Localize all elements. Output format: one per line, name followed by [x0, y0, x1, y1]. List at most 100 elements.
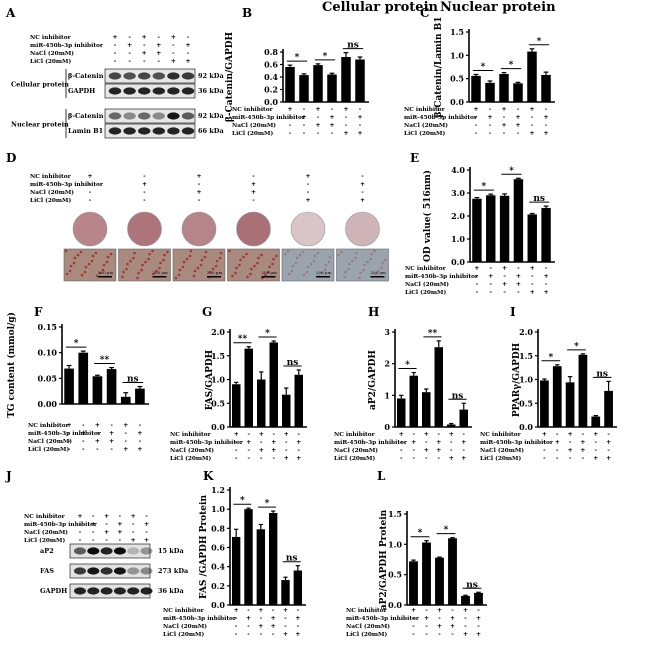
blot-band [113, 547, 126, 555]
treatment-label: NC inhibitor [480, 432, 522, 438]
lipid-droplet [76, 253, 80, 257]
scale-bar [370, 276, 385, 278]
treatment-label: NC inhibitor [404, 107, 446, 113]
treatment-sign: - [248, 455, 251, 462]
treatment-sign: - [303, 122, 306, 129]
treatment-sign: - [359, 122, 362, 129]
blot-protein-label: aP2 [40, 547, 54, 555]
treatment-label: miR-450b-3p inhibitor [30, 182, 104, 188]
treatment-sign: - [143, 189, 146, 196]
treatment-sign: + [144, 521, 149, 528]
treatment-sign: - [132, 521, 135, 528]
significance-label: * [537, 37, 542, 47]
blot-band [181, 72, 195, 80]
treatment-sign: + [516, 273, 521, 280]
lipid-droplet [84, 265, 88, 269]
blot-protein-label: GAPDH [68, 87, 95, 95]
significance-label: * [444, 526, 449, 536]
treatment-sign: - [285, 439, 288, 446]
treatment-sign: - [307, 181, 310, 188]
treatment-sign: + [544, 273, 549, 280]
lipid-droplet [287, 272, 291, 276]
lipid-droplet [283, 252, 287, 256]
micrograph [281, 248, 335, 282]
treatment-sign: + [234, 607, 239, 614]
blot-protein-label: GAPDH [40, 587, 67, 595]
treatment-sign: - [145, 513, 148, 520]
treatment-sign: - [438, 431, 441, 438]
treatment-sign: - [273, 431, 276, 438]
significance-label: * [405, 361, 410, 371]
blot-band [138, 112, 151, 120]
y-tick-label: 0.15 [38, 322, 57, 332]
lipid-droplet [140, 268, 143, 272]
blot-band [127, 587, 140, 595]
treatment-sign: + [593, 431, 598, 438]
lipid-droplet [377, 269, 380, 273]
panel-letter-b: B [242, 6, 252, 20]
lipid-droplet [196, 266, 200, 270]
lipid-droplet [94, 251, 98, 255]
y-tick-label: 0.6 [211, 543, 225, 553]
bar [120, 396, 131, 404]
treatment-sign: + [449, 455, 454, 462]
blot-kda-label: 92 kDa [198, 112, 224, 120]
bar [341, 57, 351, 102]
bar [471, 75, 481, 102]
lipid-droplet [208, 270, 212, 274]
treatment-label: NC inhibitor [28, 423, 70, 429]
treatment-sign: - [438, 455, 441, 462]
treatment-sign: - [463, 431, 466, 438]
lipid-droplet [257, 256, 260, 260]
lipid-droplet [298, 253, 302, 257]
treatment-sign: - [607, 431, 610, 438]
treatment-sign: - [413, 455, 416, 462]
treatment-sign: + [450, 615, 455, 622]
lipid-droplet [267, 270, 270, 274]
bar [244, 348, 253, 427]
bar [285, 67, 295, 102]
treatment-sign: + [502, 265, 507, 272]
y-tick-label: 0.2 [211, 581, 225, 591]
treatment-sign: - [545, 122, 548, 129]
treatment-sign: - [345, 122, 348, 129]
lipid-droplet [68, 269, 72, 273]
treatment-sign: + [251, 181, 256, 188]
lipid-droplet [347, 267, 350, 271]
lipid-droplet [193, 269, 197, 273]
treatment-sign: + [568, 447, 573, 454]
lipid-droplet [316, 251, 320, 255]
significance-label: ns [347, 41, 359, 51]
treatment-sign: + [271, 447, 276, 454]
treatment-sign: + [606, 455, 611, 462]
treatment-sign: + [580, 439, 585, 446]
lipid-droplet [374, 272, 377, 276]
treatment-sign: - [260, 615, 263, 622]
y-axis-label: OD value( 516nm) [422, 170, 433, 262]
treatment-sign: + [542, 431, 547, 438]
treatment-sign: + [488, 273, 493, 280]
bar [78, 352, 89, 404]
panel-letter-e: E [410, 151, 419, 165]
treatment-sign: + [329, 114, 334, 121]
blot-protein-label: Lamin B1 [68, 127, 103, 135]
treatment-sign: - [235, 615, 238, 622]
lipid-droplet [272, 257, 275, 261]
bar [313, 65, 323, 102]
treatment-sign: - [425, 623, 428, 630]
treatment-sign: + [476, 615, 481, 622]
treatment-sign: + [593, 455, 598, 462]
treatment-sign: + [301, 114, 306, 121]
lipid-droplet [166, 250, 169, 254]
bar [591, 416, 601, 427]
panel-letter-i: I [510, 305, 516, 319]
treatment-sign: + [360, 197, 365, 204]
treatment-sign: - [503, 289, 506, 296]
lipid-droplet [125, 267, 128, 271]
lipid-droplet [162, 258, 165, 262]
lipid-droplet [69, 264, 73, 268]
lipid-droplet [238, 263, 241, 267]
treatment-sign: - [595, 447, 598, 454]
treatment-sign: - [132, 529, 135, 536]
stained-well [345, 211, 380, 247]
